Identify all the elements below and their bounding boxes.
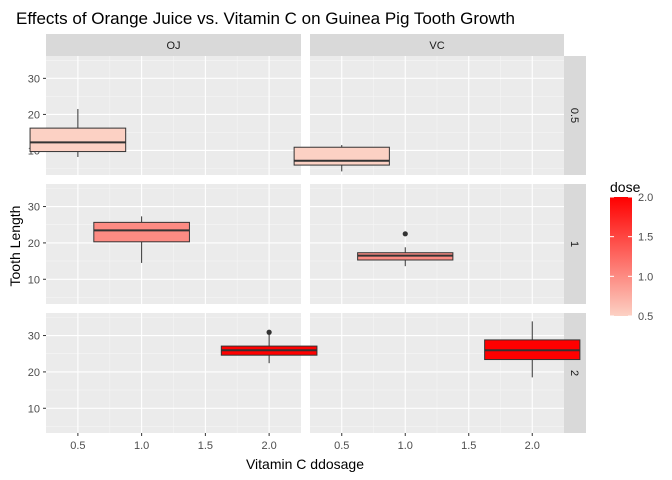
x-axis-title: Vitamin C ddosage xyxy=(246,456,364,472)
x-tick-label: 1.5 xyxy=(198,440,213,452)
panel-oj-1 xyxy=(46,184,301,304)
panel-vc-2 xyxy=(310,313,564,433)
boxplot-vc-1 xyxy=(357,231,454,267)
strip-top-oj xyxy=(46,34,301,56)
y-axis-title: Tooth Length xyxy=(7,206,23,287)
x-tick-label: 0.5 xyxy=(334,440,349,452)
outlier-point xyxy=(266,329,272,335)
boxplot-oj-1 xyxy=(93,216,190,263)
legend-tick-label: 2.0 xyxy=(638,192,653,204)
y-tick-label: 10 xyxy=(28,403,40,415)
strip-right-1 xyxy=(564,184,586,304)
x-tick-label: 1.0 xyxy=(134,440,149,452)
facet-panels: OJVC0.5121020301020301020300.51.01.52.00… xyxy=(28,34,586,452)
x-tick-label: 2.0 xyxy=(261,440,276,452)
legend-tick-label: 1.5 xyxy=(638,232,653,244)
x-tick-label: 1.5 xyxy=(461,440,476,452)
y-tick-label: 20 xyxy=(28,238,40,250)
x-tick-label: 1.0 xyxy=(398,440,413,452)
strip-top-label: OJ xyxy=(166,40,180,52)
y-tick-label: 30 xyxy=(28,73,40,85)
legend-colorbar xyxy=(610,197,632,316)
outlier-point xyxy=(402,231,408,237)
legend-title: dose xyxy=(610,179,641,195)
y-tick-label: 30 xyxy=(28,202,40,214)
boxplot-oj-2 xyxy=(220,329,318,364)
strip-top-vc xyxy=(310,34,564,56)
legend-tick-label: 1.0 xyxy=(638,271,653,283)
y-tick-label: 20 xyxy=(28,109,40,121)
boxplot-oj-0.5 xyxy=(29,109,127,157)
box-iqr xyxy=(93,221,190,243)
panel-oj-2 xyxy=(46,313,301,433)
strip-right-label: 2 xyxy=(568,370,580,376)
legend-tick-label: 0.5 xyxy=(638,311,653,323)
strip-right-0 xyxy=(564,56,586,175)
box-iqr xyxy=(293,146,390,166)
strip-top-label: VC xyxy=(429,40,444,52)
legend: dose 0.5 1.0 1.5 2.0 xyxy=(610,179,653,323)
y-tick-label: 30 xyxy=(28,331,40,343)
strip-right-label: 1 xyxy=(568,241,580,247)
panel-oj-0.5 xyxy=(46,56,301,175)
x-tick-label: 0.5 xyxy=(70,440,85,452)
strip-right-label: 0.5 xyxy=(568,108,580,123)
chart-title: Effects of Orange Juice vs. Vitamin C on… xyxy=(16,9,515,28)
boxplot-vc-2 xyxy=(484,321,581,378)
box-iqr xyxy=(29,127,127,153)
x-tick-label: 2.0 xyxy=(525,440,540,452)
y-tick-label: 10 xyxy=(28,274,40,286)
boxplot-vc-0.5 xyxy=(293,145,390,172)
panel-vc-1 xyxy=(310,184,564,304)
y-tick-label: 20 xyxy=(28,367,40,379)
